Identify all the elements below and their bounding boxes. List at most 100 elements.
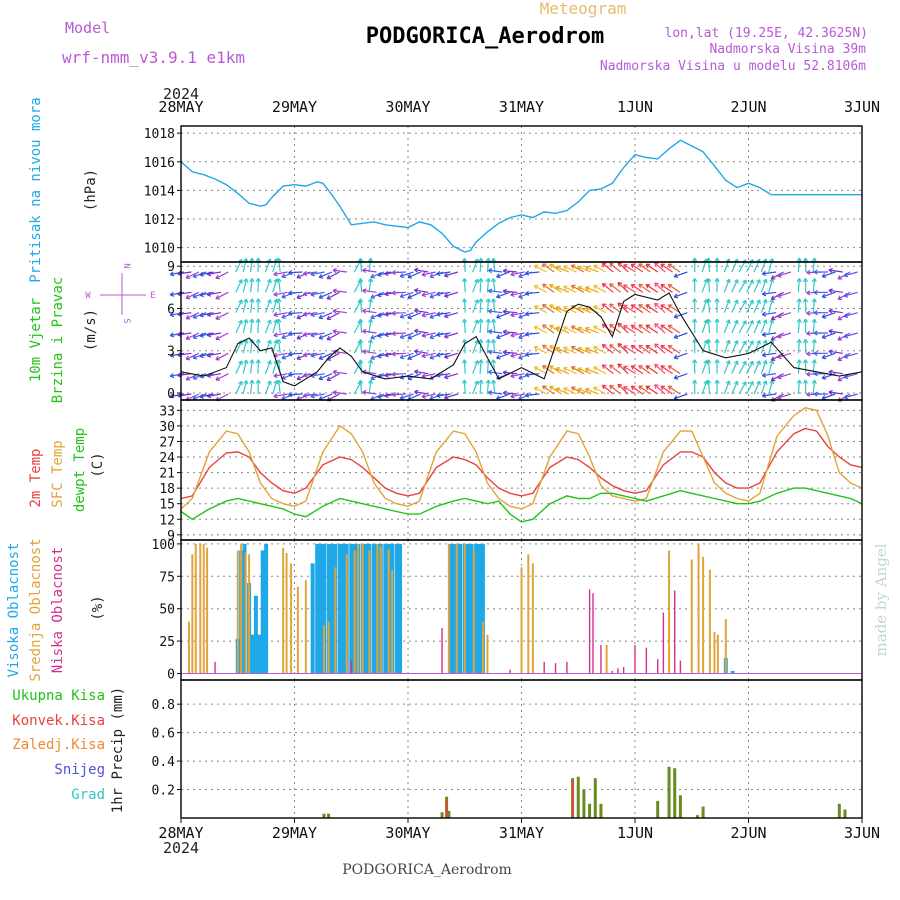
wind-barb [362,269,377,273]
wind-barb-head [630,385,634,391]
wind-barb [563,326,577,334]
wind-barb [812,380,816,395]
wind-barb-head [429,317,435,319]
cloud-bar [290,563,293,674]
wind-barb-head [822,276,827,279]
precip-legend-graupel: Grad [71,787,105,803]
wind-barb-head [577,286,582,291]
wind-barb-head [276,257,280,262]
wind-barb-head [822,316,827,319]
wind-barb [673,352,688,359]
wind-barb-head [843,356,849,359]
wind-barb-head [377,396,382,399]
wind-barb [264,319,272,334]
wind-barb-head [243,278,247,282]
wind-barb [555,286,570,293]
wind-barb [654,343,666,354]
wind-barb [250,319,253,334]
wind-barb-head [749,360,754,364]
wind-barb [510,352,525,357]
wind-barb-head [714,339,718,344]
wind-barb [812,319,816,334]
wind-barb-head [542,284,545,289]
wind-barb-head [273,319,278,323]
wind-barb-head [577,327,582,332]
wind-barb-head [706,339,709,344]
cloud-bar [463,543,466,674]
wind-barb-head [630,324,634,330]
precip-bar [327,813,331,818]
wind-barb-head [549,284,553,289]
wind-barb [571,386,585,395]
cloud-bar [191,554,194,674]
wind-barb-head [192,276,198,279]
wind-barb [199,291,214,296]
wind-barb-head [296,317,302,320]
y-tick-label: 18 [159,482,175,497]
wind-barb-head [762,273,767,277]
cloud-bar [334,567,337,674]
wind-barb-head [555,306,559,311]
wind-barb-head [802,298,806,303]
wind-barb-head [377,294,382,298]
wind-barb-head [421,315,426,318]
temp-2m-side-label: 2m Temp [28,448,44,507]
wind-barb-head [654,262,657,267]
wind-barb [185,271,200,279]
wind-barb [353,340,362,354]
wind-barb [577,266,592,273]
wind-barb-head [474,339,479,344]
wind-barb-head [170,294,175,297]
wind-barb [738,381,747,395]
wind-barb-head [444,295,449,298]
wind-barb-head [822,296,827,299]
cloud-bar [345,554,348,674]
wind-barb-head [549,304,553,309]
wind-barb [488,391,503,395]
wind-barb-head [461,379,465,384]
wind-barb-head [623,386,626,391]
wind-barb [332,371,347,375]
wind-barb-head [478,379,482,384]
wind-barb [264,380,272,395]
cloud-bar [341,543,346,674]
wind-barb-head [384,334,389,338]
wind-barb [326,332,340,341]
wind-barb [463,298,466,313]
wind-barb [623,304,636,314]
wind-barb-head [332,290,337,294]
wind-barb-head [370,337,375,340]
wind-barb-head [243,257,247,262]
cloud-bar [702,556,705,674]
wind-barb-head [542,385,545,390]
cloud-bar [206,547,209,674]
wind-barb [242,359,248,374]
x-tick-label-bottom: 30MAY [385,824,430,842]
wind-barb-head [749,381,754,385]
cloud-bar [398,543,403,674]
wind-barb-head [623,345,626,350]
wind-barb [207,291,222,296]
wind-barb-head [577,388,582,393]
wind-barb-head [654,364,657,369]
wind-barb-head [358,318,361,323]
wind-barb-head [674,337,679,340]
wind-barb-head [828,391,833,395]
wind-barb [326,352,340,361]
wind-barb [215,312,229,320]
wind-barb-head [725,339,730,344]
wind-barb [250,258,253,273]
wind-barb [746,299,754,313]
wind-barb-head [474,360,479,364]
wind-barb [630,304,644,314]
wind-barb-head [577,307,582,312]
wind-barb [215,291,229,300]
wind-barb-head [238,299,243,303]
wind-barb [746,279,754,293]
wind-barb-head [725,278,730,283]
wind-side-label-2: Brzina i Pravac [50,277,66,403]
wind-barb [479,257,482,273]
wind-barb-head [593,366,597,371]
wind-barb [777,393,792,399]
wind-barb [555,327,570,334]
